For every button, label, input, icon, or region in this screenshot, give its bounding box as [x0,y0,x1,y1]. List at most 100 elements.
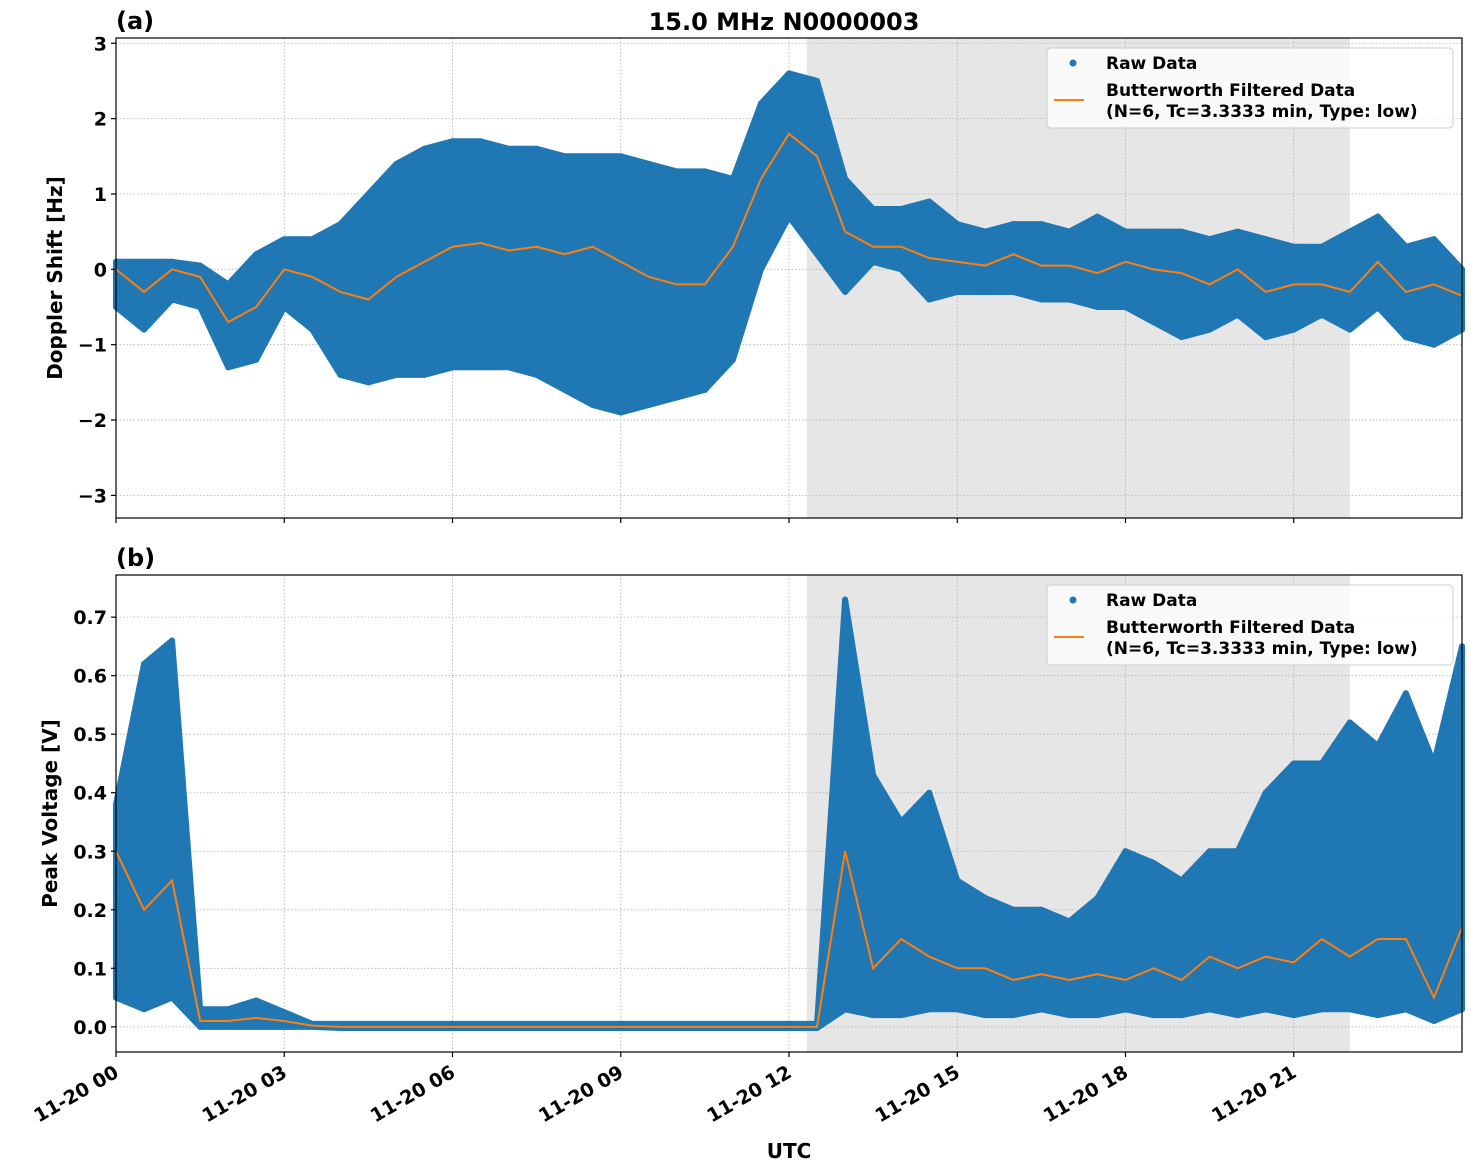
raw-data-point [1122,1006,1129,1013]
raw-data-point [954,221,961,228]
raw-data-point [1346,326,1353,333]
raw-data-point [757,100,764,107]
figure-title: 15.0 MHz N0000003 [649,8,920,36]
raw-data-point [1122,228,1129,235]
legend: Raw Data Butterworth Filtered Data(N=6, T… [1046,584,1454,666]
raw-data-point [673,394,680,401]
x-tick-label: 11-20 21 [1208,1061,1300,1127]
legend-filtered-params: (N=6, Tc=3.3333 min, Type: low) [1106,639,1418,659]
y-tick-label: 0.4 [73,783,107,805]
raw-data-point [1010,906,1017,913]
raw-data-point [1318,760,1325,767]
raw-data-point [1206,236,1213,243]
raw-data-point [1010,221,1017,228]
raw-data-point [1430,341,1437,348]
raw-data-point [645,401,652,408]
raw-data-point [253,356,260,363]
raw-data-point [141,326,148,333]
raw-data-point [281,236,288,243]
raw-data-point [1038,296,1045,303]
raw-data-point [1290,326,1297,333]
raw-data-point [617,153,624,160]
raw-data-point [281,304,288,311]
raw-data-point [1318,1006,1325,1013]
raw-data-point [1206,1006,1213,1013]
legend-raw-marker [1069,596,1077,604]
raw-data-point [281,1009,288,1016]
raw-data-point [1234,311,1241,318]
y-tick-label: 0.1 [73,958,107,980]
raw-data-point [1402,690,1409,697]
raw-data-point [982,288,989,295]
raw-data-point [1290,243,1297,250]
raw-data-point [729,175,736,182]
y-tick-label: −3 [78,485,107,507]
raw-data-point [1430,236,1437,243]
raw-data-point [898,818,905,825]
y-tick-label: −1 [78,335,107,357]
raw-data-point [1346,719,1353,726]
raw-data-point [814,77,821,84]
raw-data-point [1262,334,1269,341]
raw-data-point [870,206,877,213]
raw-data-point [1374,304,1381,311]
raw-data-point [673,168,680,175]
raw-data-point [533,145,540,152]
raw-data-point [814,251,821,258]
raw-data-point [197,262,204,269]
raw-data-point [926,296,933,303]
raw-data-point [309,326,316,333]
raw-data-point [505,364,512,371]
y-axis-label: Doppler Shift [Hz] [43,176,67,380]
raw-data-point [1374,213,1381,220]
raw-data-point [1038,906,1045,913]
raw-data-point [1262,236,1269,243]
raw-data-point [1430,760,1437,767]
raw-data-point [954,288,961,295]
raw-data-point [870,1012,877,1019]
raw-data-point [169,994,176,1001]
y-tick-label: 0.7 [73,607,107,629]
raw-data-point [701,386,708,393]
y-tick-label: 2 [94,109,107,131]
raw-data-point [1150,319,1157,326]
raw-data-point [225,1006,232,1013]
raw-data-point [701,168,708,175]
x-tick-label: 11-20 18 [1040,1061,1132,1127]
raw-data-point [141,1006,148,1013]
raw-data-point [982,895,989,902]
raw-data-point [1318,243,1325,250]
raw-data-point [393,371,400,378]
raw-data-point [197,1023,204,1030]
raw-data-point [1066,1012,1073,1019]
legend-box [1046,584,1454,666]
raw-data-point [842,596,849,603]
raw-data-point [729,356,736,363]
raw-data-point [225,364,232,371]
raw-data-point [169,296,176,303]
filtered-data-line [115,850,1463,1028]
x-tick-label: 11-20 15 [871,1061,963,1127]
legend: Raw Data Butterworth Filtered Data(N=6, T… [1046,47,1454,129]
raw-data-point [1066,918,1073,925]
raw-data-point [786,70,792,77]
raw-data-point [253,1023,260,1030]
raw-data-point [533,371,540,378]
raw-data-point [1402,1006,1409,1013]
raw-data-point [898,206,905,213]
raw-data-point [842,1006,849,1013]
y-tick-label: 0.3 [73,841,107,863]
raw-data-point [870,258,877,265]
legend-filtered-label: Butterworth Filtered Data [1106,81,1355,101]
raw-data-point [1206,326,1213,333]
raw-data-point [1346,1006,1353,1013]
raw-data-point [449,138,456,145]
raw-data-point [982,1012,989,1019]
raw-data-point [617,409,624,416]
raw-data-point [477,364,484,371]
raw-data-point [141,258,148,265]
raw-data-point [337,221,344,228]
raw-data-point [421,371,428,378]
raw-data-point [1262,789,1269,796]
